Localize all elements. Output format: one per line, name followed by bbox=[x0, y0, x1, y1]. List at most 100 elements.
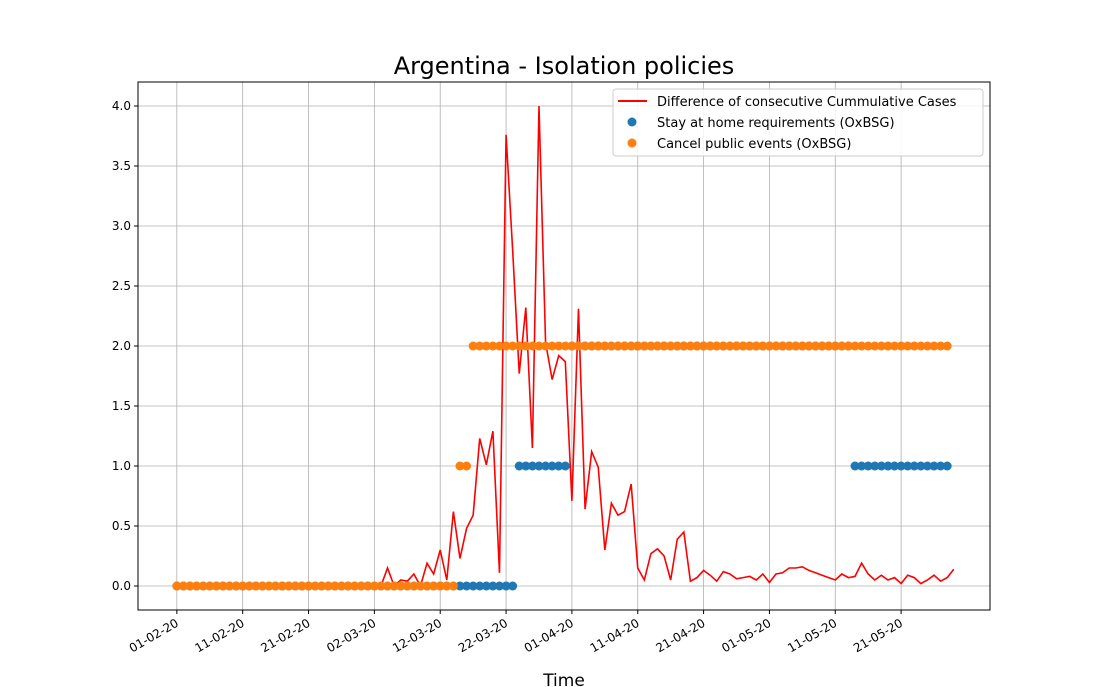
y-tick-label: 2.0 bbox=[112, 339, 131, 353]
cancel-events-point bbox=[277, 581, 287, 591]
cancel-events-point bbox=[192, 581, 202, 591]
cancel-events-point bbox=[705, 341, 715, 351]
stay-home-point bbox=[534, 461, 544, 471]
cancel-events-point bbox=[205, 581, 215, 591]
stay-home-point bbox=[909, 461, 919, 471]
legend-marker-cancel-events bbox=[627, 138, 637, 148]
cancel-events-point bbox=[435, 581, 445, 591]
cancel-events-point bbox=[225, 581, 235, 591]
cancel-events-point bbox=[890, 341, 900, 351]
cancel-events-point bbox=[541, 341, 551, 351]
cancel-events-point bbox=[475, 341, 485, 351]
cancel-events-point bbox=[672, 341, 682, 351]
cancel-events-point bbox=[659, 341, 669, 351]
cancel-events-point bbox=[811, 341, 821, 351]
cancel-events-point bbox=[936, 341, 946, 351]
x-tick-label: 21-04-20 bbox=[653, 616, 707, 655]
cancel-events-point bbox=[514, 341, 524, 351]
stay-home-point bbox=[468, 581, 478, 591]
stay-home-point bbox=[936, 461, 946, 471]
cancel-events-point bbox=[633, 341, 643, 351]
cancel-events-point bbox=[580, 341, 590, 351]
cancel-events-point bbox=[620, 341, 630, 351]
cancel-events-point bbox=[626, 341, 636, 351]
cancel-events-point bbox=[916, 341, 926, 351]
cancel-events-point bbox=[554, 341, 564, 351]
stay-home-point bbox=[883, 461, 893, 471]
x-tick-label: 12-03-20 bbox=[390, 616, 444, 655]
cancel-events-point bbox=[646, 341, 656, 351]
cancel-events-point bbox=[942, 341, 952, 351]
cancel-events-point bbox=[843, 341, 853, 351]
legend-label-cases: Difference of consecutive Cummulative Ca… bbox=[657, 95, 957, 110]
legend: Difference of consecutive Cummulative Ca… bbox=[612, 88, 984, 157]
cancel-events-point bbox=[712, 341, 722, 351]
cancel-events-point bbox=[824, 341, 834, 351]
stay-home-point bbox=[876, 461, 886, 471]
cancel-events-point bbox=[198, 581, 208, 591]
stay-home-point bbox=[863, 461, 873, 471]
cancel-events-point bbox=[185, 581, 195, 591]
cancel-events-point bbox=[652, 341, 662, 351]
cancel-events-point bbox=[784, 341, 794, 351]
cancel-events-point bbox=[501, 341, 511, 351]
cancel-events-point bbox=[692, 341, 702, 351]
cancel-events-point bbox=[922, 341, 932, 351]
cancel-events-point bbox=[244, 581, 254, 591]
cancel-events-point bbox=[330, 581, 340, 591]
x-tick-label: 11-05-20 bbox=[785, 616, 839, 655]
cancel-events-point bbox=[745, 341, 755, 351]
x-tick-label: 01-02-20 bbox=[127, 616, 181, 655]
cancel-events-point bbox=[593, 341, 603, 351]
cancel-events-point bbox=[211, 581, 221, 591]
cancel-events-point bbox=[396, 581, 406, 591]
stay-home-point bbox=[870, 461, 880, 471]
cancel-events-point bbox=[488, 341, 498, 351]
cancel-events-point bbox=[343, 581, 353, 591]
cancel-events-point bbox=[409, 581, 419, 591]
cancel-events-point bbox=[462, 461, 472, 471]
stay-home-point bbox=[916, 461, 926, 471]
y-tick-label: 1.0 bbox=[112, 459, 131, 473]
cancel-events-point bbox=[376, 581, 386, 591]
stay-home-point bbox=[481, 581, 491, 591]
cancel-events-point bbox=[547, 341, 557, 351]
x-tick-label: 21-05-20 bbox=[851, 616, 905, 655]
cancel-events-point bbox=[442, 581, 452, 591]
cancel-events-point bbox=[837, 341, 847, 351]
cancel-events-point bbox=[804, 341, 814, 351]
cancel-events-point bbox=[850, 341, 860, 351]
cancel-events-point bbox=[231, 581, 241, 591]
x-tick-label: 22-03-20 bbox=[456, 616, 510, 655]
cancel-events-point bbox=[903, 341, 913, 351]
cancel-events-point bbox=[317, 581, 327, 591]
stay-home-point bbox=[455, 581, 465, 591]
cancel-events-point bbox=[172, 581, 182, 591]
cancel-events-point bbox=[699, 341, 709, 351]
cancel-events-point bbox=[534, 341, 544, 351]
stay-home-point bbox=[521, 461, 531, 471]
cancel-events-point bbox=[527, 341, 537, 351]
y-tick-label: 0.5 bbox=[112, 519, 131, 533]
cancel-events-point bbox=[455, 461, 465, 471]
stay-home-point bbox=[462, 581, 472, 591]
cancel-events-point bbox=[830, 341, 840, 351]
cancel-events-point bbox=[870, 341, 880, 351]
stay-home-point bbox=[896, 461, 906, 471]
stay-home-point bbox=[488, 581, 498, 591]
x-tick-label: 02-03-20 bbox=[324, 616, 378, 655]
cancel-events-point bbox=[857, 341, 867, 351]
stay-home-point bbox=[890, 461, 900, 471]
stay-home-point bbox=[501, 581, 511, 591]
x-tick-label: 01-04-20 bbox=[522, 616, 576, 655]
cancel-events-point bbox=[284, 581, 294, 591]
cancel-events-point bbox=[238, 581, 248, 591]
y-tick-label: 4.0 bbox=[112, 99, 131, 113]
cancel-events-point bbox=[738, 341, 748, 351]
stay-home-point bbox=[494, 581, 504, 591]
cancel-events-point bbox=[290, 581, 300, 591]
legend-box bbox=[612, 88, 984, 157]
cancel-events-point bbox=[257, 581, 267, 591]
cancel-events-point bbox=[876, 341, 886, 351]
